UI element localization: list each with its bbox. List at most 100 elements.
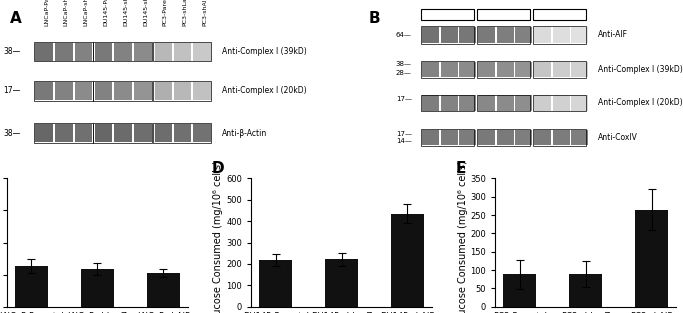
Text: 64—: 64— [396,32,412,38]
FancyBboxPatch shape [134,43,152,61]
Text: 17—: 17— [3,86,20,95]
FancyBboxPatch shape [36,43,53,61]
Text: LNCaP-shLacZ: LNCaP-shLacZ [64,0,69,26]
Text: Anti-Complex I (20kD): Anti-Complex I (20kD) [598,99,683,107]
Text: Anti-Complex I (20kD): Anti-Complex I (20kD) [223,86,307,95]
Text: 17—: 17— [396,96,412,102]
Y-axis label: Glucose Consumed (mg/10⁶ cells): Glucose Consumed (mg/10⁶ cells) [213,160,223,313]
FancyBboxPatch shape [497,95,514,110]
FancyBboxPatch shape [534,130,551,145]
Text: shLacZ: shLacZ [488,10,518,19]
Text: 28—: 28— [396,70,412,76]
FancyBboxPatch shape [193,82,211,100]
FancyBboxPatch shape [36,82,53,100]
Bar [81,269,114,307]
FancyBboxPatch shape [478,27,495,43]
FancyBboxPatch shape [516,95,532,110]
Text: Anti-Complex I (39kD): Anti-Complex I (39kD) [223,47,307,56]
FancyBboxPatch shape [74,43,92,61]
Text: LNCaP-Parental: LNCaP-Parental [44,0,49,26]
FancyBboxPatch shape [74,124,92,142]
FancyBboxPatch shape [478,62,495,77]
FancyBboxPatch shape [553,130,570,145]
FancyBboxPatch shape [441,27,458,43]
FancyBboxPatch shape [422,130,439,145]
Text: Anti-CoxIV: Anti-CoxIV [598,133,639,142]
Text: 38—: 38— [3,129,20,138]
Text: PC3-shLacZ: PC3-shLacZ [182,0,187,26]
FancyBboxPatch shape [460,95,476,110]
FancyBboxPatch shape [94,43,112,61]
FancyBboxPatch shape [516,27,532,43]
Text: LNCaP-shAIF: LNCaP-shAIF [83,0,89,26]
FancyBboxPatch shape [173,124,191,142]
Text: 38—: 38— [396,61,412,67]
Y-axis label: Glucose Consumed (mg/10⁶ cells): Glucose Consumed (mg/10⁶ cells) [458,160,468,313]
FancyBboxPatch shape [553,62,570,77]
FancyBboxPatch shape [114,43,132,61]
FancyBboxPatch shape [497,130,514,145]
FancyBboxPatch shape [572,95,588,110]
FancyBboxPatch shape [553,95,570,110]
Text: DU145-shLacZ: DU145-shLacZ [123,0,128,26]
Bar [260,260,292,307]
Text: 14—: 14— [396,138,412,145]
FancyBboxPatch shape [460,27,476,43]
Text: E: E [456,161,466,176]
FancyBboxPatch shape [94,124,112,142]
FancyBboxPatch shape [533,9,586,20]
FancyBboxPatch shape [572,130,588,145]
Text: A: A [10,11,22,26]
FancyBboxPatch shape [55,82,72,100]
FancyBboxPatch shape [478,130,495,145]
Bar [503,275,536,307]
Text: D: D [211,161,224,176]
FancyBboxPatch shape [134,124,152,142]
FancyBboxPatch shape [421,9,474,20]
FancyBboxPatch shape [193,43,211,61]
Text: PC3-Parental: PC3-Parental [163,0,167,26]
Text: B: B [368,11,380,26]
FancyBboxPatch shape [534,95,551,110]
FancyBboxPatch shape [534,62,551,77]
FancyBboxPatch shape [441,62,458,77]
FancyBboxPatch shape [422,62,439,77]
FancyBboxPatch shape [478,95,495,110]
FancyBboxPatch shape [74,82,92,100]
FancyBboxPatch shape [134,82,152,100]
FancyBboxPatch shape [55,124,72,142]
Text: 38—: 38— [3,47,20,56]
Text: DU145-Parental: DU145-Parental [103,0,109,26]
FancyBboxPatch shape [55,43,72,61]
FancyBboxPatch shape [516,130,532,145]
FancyBboxPatch shape [460,130,476,145]
Text: DU145-shAIF: DU145-shAIF [143,0,148,26]
Text: 17—: 17— [396,131,412,137]
FancyBboxPatch shape [553,27,570,43]
Text: PC3-shAIF: PC3-shAIF [202,0,207,26]
FancyBboxPatch shape [477,9,530,20]
FancyBboxPatch shape [193,124,211,142]
FancyBboxPatch shape [572,62,588,77]
Text: Anti-β-Actin: Anti-β-Actin [223,129,268,138]
FancyBboxPatch shape [441,130,458,145]
FancyBboxPatch shape [154,82,171,100]
FancyBboxPatch shape [422,95,439,110]
FancyBboxPatch shape [497,62,514,77]
FancyBboxPatch shape [154,43,171,61]
FancyBboxPatch shape [441,95,458,110]
Bar [635,209,668,307]
Text: Parental: Parental [430,10,465,19]
FancyBboxPatch shape [516,62,532,77]
Bar [325,259,358,307]
FancyBboxPatch shape [497,27,514,43]
FancyBboxPatch shape [94,82,112,100]
FancyBboxPatch shape [36,124,53,142]
Bar [147,273,180,307]
FancyBboxPatch shape [572,27,588,43]
FancyBboxPatch shape [534,27,551,43]
Text: Anti-AIF: Anti-AIF [598,30,628,39]
FancyBboxPatch shape [114,82,132,100]
FancyBboxPatch shape [154,124,171,142]
Bar [569,274,602,307]
